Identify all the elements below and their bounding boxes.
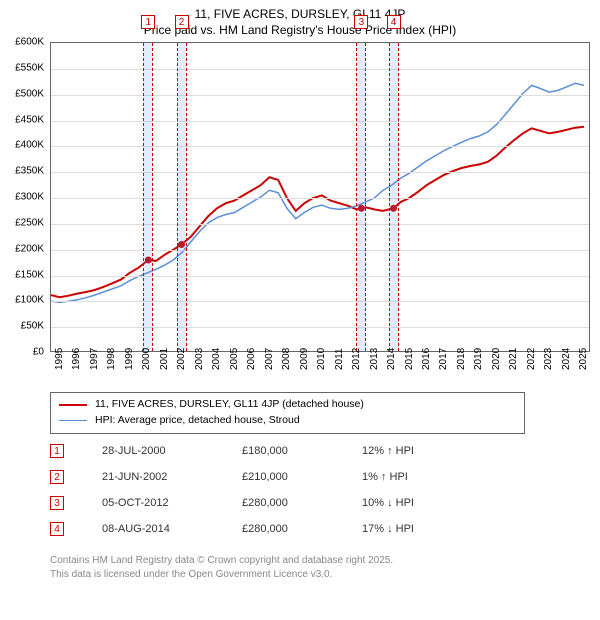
x-tick-label: 2016 [421, 348, 432, 370]
x-tick-label: 2024 [561, 348, 572, 370]
x-tick-label: 2010 [316, 348, 327, 370]
sale-price: £280,000 [242, 523, 362, 535]
sale-marker-label: 4 [387, 15, 401, 29]
x-tick-label: 1995 [54, 348, 65, 370]
legend-label: 11, FIVE ACRES, DURSLEY, GL11 4JP (detac… [95, 397, 364, 413]
x-tick-label: 2001 [159, 348, 170, 370]
sale-marker-band [143, 43, 153, 351]
x-tick-label: 2019 [473, 348, 484, 370]
sale-price: £210,000 [242, 471, 362, 483]
sale-num-box: 1 [50, 444, 64, 458]
sale-delta: 17% ↓ HPI [362, 523, 472, 535]
y-axis: £0£50K£100K£150K£200K£250K£300K£350K£400… [0, 42, 50, 352]
sales-row: 4 08-AUG-2014£280,00017% ↓ HPI [50, 516, 472, 542]
footer-attribution: Contains HM Land Registry data © Crown c… [50, 554, 393, 581]
y-tick-label: £300K [15, 192, 44, 203]
y-tick-label: £250K [15, 217, 44, 228]
y-tick-label: £200K [15, 243, 44, 254]
sale-price: £280,000 [242, 497, 362, 509]
y-tick-label: £50K [21, 321, 44, 332]
legend-box: 11, FIVE ACRES, DURSLEY, GL11 4JP (detac… [50, 392, 525, 434]
sales-table: 1 28-JUL-2000£180,00012% ↑ HPI 2 21-JUN-200… [50, 438, 472, 542]
footer-line2: This data is licensed under the Open Gov… [50, 568, 393, 582]
legend-label: HPI: Average price, detached house, Stro… [95, 413, 300, 429]
y-tick-label: £350K [15, 166, 44, 177]
sale-marker-band [177, 43, 187, 351]
sales-row: 1 28-JUL-2000£180,00012% ↑ HPI [50, 438, 472, 464]
x-tick-label: 2008 [281, 348, 292, 370]
y-tick-label: £450K [15, 114, 44, 125]
sale-delta: 1% ↑ HPI [362, 471, 472, 483]
x-tick-label: 1996 [71, 348, 82, 370]
sale-delta: 12% ↑ HPI [362, 445, 472, 457]
sale-num-box: 3 [50, 496, 64, 510]
plot-area: 1234 [50, 42, 590, 352]
x-tick-label: 2023 [543, 348, 554, 370]
legend-row: 11, FIVE ACRES, DURSLEY, GL11 4JP (detac… [59, 397, 516, 413]
x-tick-label: 2018 [456, 348, 467, 370]
sale-date: 28-JUL-2000 [102, 445, 242, 457]
title-address: 11, FIVE ACRES, DURSLEY, GL11 4JP [0, 6, 600, 22]
x-tick-label: 2017 [438, 348, 449, 370]
sale-delta: 10% ↓ HPI [362, 497, 472, 509]
title-block: 11, FIVE ACRES, DURSLEY, GL11 4JP Price … [0, 0, 600, 38]
title-subtitle: Price paid vs. HM Land Registry's House … [0, 22, 600, 38]
x-tick-label: 1998 [106, 348, 117, 370]
x-tick-label: 2009 [299, 348, 310, 370]
y-tick-label: £600K [15, 37, 44, 48]
sale-num-box: 4 [50, 522, 64, 536]
sale-marker-band [356, 43, 366, 351]
y-tick-label: £550K [15, 62, 44, 73]
x-tick-label: 2007 [264, 348, 275, 370]
sale-date: 08-AUG-2014 [102, 523, 242, 535]
y-tick-label: £500K [15, 88, 44, 99]
x-tick-label: 2025 [578, 348, 589, 370]
x-tick-label: 2021 [508, 348, 519, 370]
x-tick-label: 2004 [211, 348, 222, 370]
y-tick-label: £400K [15, 140, 44, 151]
legend-swatch [59, 420, 87, 421]
x-tick-label: 2022 [526, 348, 537, 370]
chart-area: £0 £50K £100K £150K £200K £250K £300K £350K £400… [0, 42, 600, 388]
x-tick-label: 2011 [334, 348, 345, 370]
x-tick-label: 2002 [176, 348, 187, 370]
x-tick-label: 2014 [386, 348, 397, 370]
x-tick-label: 2006 [246, 348, 257, 370]
x-tick-label: 1997 [89, 348, 100, 370]
y-tick-label: £100K [15, 295, 44, 306]
sale-num-box: 2 [50, 470, 64, 484]
x-tick-label: 2020 [491, 348, 502, 370]
series-hpi [51, 83, 584, 302]
x-tick-label: 1999 [124, 348, 135, 370]
x-tick-label: 2005 [229, 348, 240, 370]
sale-price: £180,000 [242, 445, 362, 457]
x-tick-label: 2015 [404, 348, 415, 370]
y-tick-label: £0 [33, 347, 44, 358]
chart-container: 11, FIVE ACRES, DURSLEY, GL11 4JP Price … [0, 0, 600, 620]
series-price_paid [51, 127, 584, 298]
legend-swatch [59, 404, 87, 406]
sale-date: 05-OCT-2012 [102, 497, 242, 509]
sale-marker-band [389, 43, 399, 351]
sale-marker-label: 1 [141, 15, 155, 29]
y-tick-label: £150K [15, 269, 44, 280]
sales-row: 2 21-JUN-2002£210,0001% ↑ HPI [50, 464, 472, 490]
x-tick-label: 2013 [369, 348, 380, 370]
sale-marker-label: 2 [175, 15, 189, 29]
sale-date: 21-JUN-2002 [102, 471, 242, 483]
x-tick-label: 2003 [194, 348, 205, 370]
sale-marker-label: 3 [354, 15, 368, 29]
footer-line1: Contains HM Land Registry data © Crown c… [50, 554, 393, 568]
legend-row: HPI: Average price, detached house, Stro… [59, 413, 516, 429]
x-axis: 1995199619971998199920002001200220032004… [50, 352, 590, 388]
sales-row: 3 05-OCT-2012£280,00010% ↓ HPI [50, 490, 472, 516]
x-tick-label: 2000 [141, 348, 152, 370]
x-tick-label: 2012 [351, 348, 362, 370]
